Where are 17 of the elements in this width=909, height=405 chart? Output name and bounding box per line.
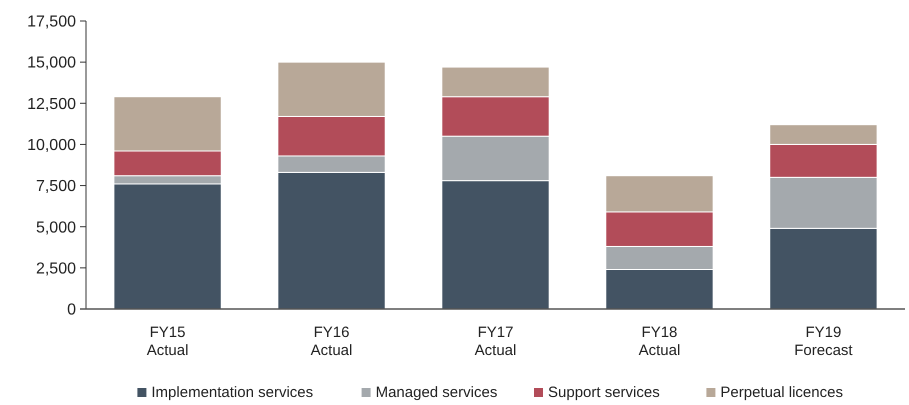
x-tick-label: FY15 Actual <box>146 324 188 359</box>
legend-label: Perpetual licences <box>720 384 843 401</box>
y-tick-label: 12,500 <box>27 96 76 113</box>
x-tick-label: FY16 Actual <box>310 324 352 359</box>
y-tick-label: 10,000 <box>27 137 76 154</box>
legend-label: Support services <box>548 384 660 401</box>
legend-label: Implementation services <box>151 384 314 401</box>
y-tick-label: 15,000 <box>27 54 76 72</box>
x-tick-label: FY17 Actual <box>474 324 516 359</box>
x-tick-label: FY18 Actual <box>638 324 680 359</box>
y-tick-label: 0 <box>67 302 76 319</box>
y-tick-label: 2,500 <box>36 260 76 278</box>
y-tick-label: 5,000 <box>36 219 76 236</box>
y-tick-label: 7,500 <box>36 178 76 196</box>
legend-label: Managed services <box>376 384 498 401</box>
y-tick-label: 17,500 <box>27 14 76 31</box>
x-tick-label: FY19 Forecast <box>794 324 854 359</box>
